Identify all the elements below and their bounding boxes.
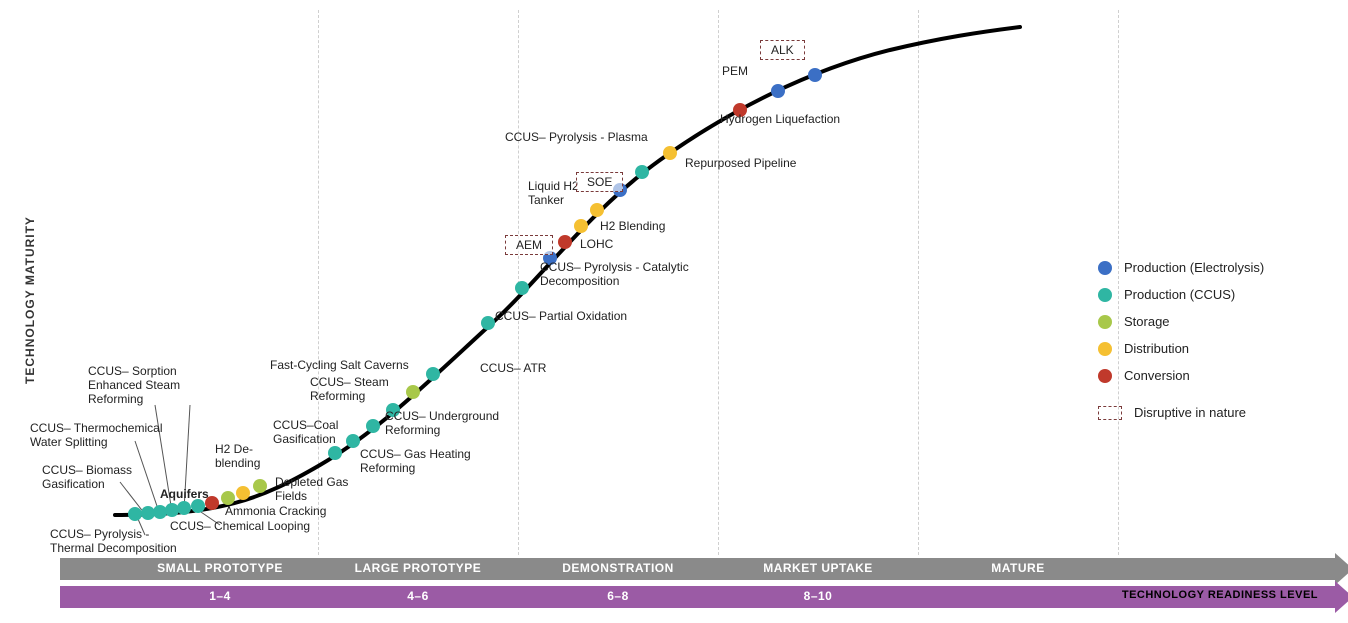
point-label: CCUS– SorptionEnhanced SteamReforming: [88, 365, 180, 406]
data-point: [426, 367, 440, 381]
point-label: CCUS–CoalGasification: [273, 419, 338, 447]
legend-dot: [1098, 288, 1112, 302]
disruptive-box: ALK: [760, 40, 805, 60]
trl-label: 8–10: [804, 589, 833, 603]
data-point: [346, 434, 360, 448]
stage-label: MARKET UPTAKE: [763, 561, 873, 575]
data-point: [590, 203, 604, 217]
stage-label: LARGE PROTOTYPE: [355, 561, 482, 575]
trl-label: 4–6: [407, 589, 429, 603]
data-point: [558, 235, 572, 249]
legend-dot: [1098, 369, 1112, 383]
legend-item-disruptive: Disruptive in nature: [1098, 405, 1318, 420]
disruptive-box: SOE: [576, 172, 623, 192]
legend-label: Storage: [1124, 314, 1170, 329]
legend-label: Conversion: [1124, 368, 1190, 383]
legend-label: Production (Electrolysis): [1124, 260, 1264, 275]
legend-item: Conversion: [1098, 368, 1318, 383]
point-label: CCUS– Gas HeatingReforming: [360, 448, 471, 476]
legend-dot: [1098, 342, 1112, 356]
point-label: Hydrogen Liquefaction: [720, 113, 840, 127]
y-axis-label: TECHNOLOGY MATURITY: [23, 216, 37, 384]
point-label: CCUS– Pyrolysis - Plasma: [505, 131, 648, 145]
data-point: [481, 316, 495, 330]
legend-dot: [1098, 261, 1112, 275]
data-point: [253, 479, 267, 493]
trl-label: 1–4: [209, 589, 231, 603]
data-point: [366, 419, 380, 433]
point-label: CCUS– Pyrolysis -Thermal Decomposition: [50, 528, 177, 556]
point-label: Liquid H2Tanker: [528, 180, 579, 208]
data-point: [635, 165, 649, 179]
trl-label: 6–8: [607, 589, 629, 603]
data-point: [128, 507, 142, 521]
stage-label: DEMONSTRATION: [562, 561, 674, 575]
point-label: CCUS– ThermochemicalWater Splitting: [30, 422, 163, 450]
data-point: [236, 486, 250, 500]
point-label: Depleted GasFields: [275, 476, 348, 504]
point-label: H2 Blending: [600, 220, 665, 234]
data-point: [771, 84, 785, 98]
point-label: Repurposed Pipeline: [685, 157, 796, 171]
point-label: PEM: [722, 65, 748, 79]
data-point: [221, 491, 235, 505]
point-label: CCUS– Chemical Looping: [170, 520, 310, 534]
stage-label: MATURE: [991, 561, 1044, 575]
data-point: [177, 501, 191, 515]
legend-label: Distribution: [1124, 341, 1189, 356]
point-label: LOHC: [580, 238, 613, 252]
point-label: CCUS– Partial Oxidation: [495, 310, 627, 324]
legend-dot: [1098, 315, 1112, 329]
data-point: [808, 68, 822, 82]
data-point: [663, 146, 677, 160]
legend-box-icon: [1098, 406, 1122, 420]
trl-title: TECHNOLOGY READINESS LEVEL: [1122, 589, 1318, 601]
stage-label: SMALL PROTOTYPE: [157, 561, 283, 575]
data-point: [574, 219, 588, 233]
legend-item: Distribution: [1098, 341, 1318, 356]
legend-item: Production (Electrolysis): [1098, 260, 1318, 275]
legend-item: Production (CCUS): [1098, 287, 1318, 302]
legend: Production (Electrolysis) Production (CCU…: [1098, 260, 1318, 432]
point-label: CCUS– SteamReforming: [310, 376, 389, 404]
data-point: [406, 385, 420, 399]
legend-label: Disruptive in nature: [1134, 405, 1246, 420]
point-label: CCUS– BiomassGasification: [42, 464, 132, 492]
legend-item: Storage: [1098, 314, 1318, 329]
data-point: [328, 446, 342, 460]
data-point: [515, 281, 529, 295]
point-label: CCUS– Pyrolysis - CatalyticDecomposition: [540, 261, 689, 289]
point-label: Ammonia Cracking: [225, 505, 326, 519]
point-label: CCUS– ATR: [480, 362, 546, 376]
legend-label: Production (CCUS): [1124, 287, 1235, 302]
point-label: H2 De-blending: [215, 443, 260, 471]
disruptive-box: AEM: [505, 235, 553, 255]
point-label: CCUS– UndergroundReforming: [385, 410, 499, 438]
point-label: Fast-Cycling Salt Caverns: [270, 359, 409, 373]
point-label: Aquifers: [160, 488, 209, 502]
